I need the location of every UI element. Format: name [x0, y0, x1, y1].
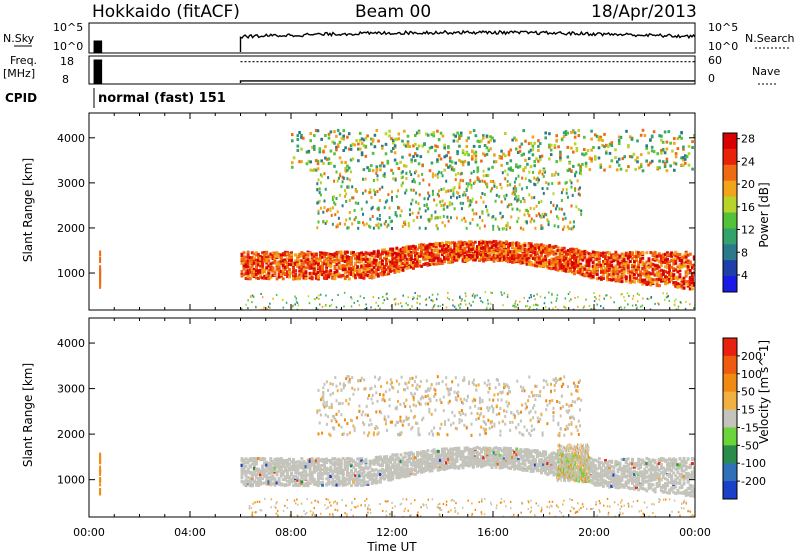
vel-colorbar-label: 200 [741, 350, 762, 363]
freq-trace [239, 80, 695, 83]
vel-ytick-label: 3000 [57, 383, 85, 396]
power-feature-1 [316, 169, 583, 231]
vel-feature-2 [556, 443, 590, 483]
power-echo-field [99, 128, 695, 310]
nsky-trace [239, 29, 696, 52]
vel-colorbar-segment [723, 355, 737, 375]
x-tick-label: 20:00 [578, 526, 610, 539]
freq-tick-bottom: 8 [62, 73, 69, 86]
power-colorbar-frame [722, 132, 738, 293]
vel-ytick-label: 4000 [57, 337, 85, 350]
vel-colorbar-frame [722, 337, 738, 500]
freq-label: Freq. [10, 54, 37, 67]
power-colorbar-label: 16 [741, 201, 755, 214]
velocity-ylabel: Slant Range [km] [21, 363, 35, 467]
freq-tick-top: 18 [60, 55, 74, 68]
beam-label: Beam 00 [355, 2, 431, 22]
x-axis-title: Time UT [366, 540, 417, 554]
vel-colorbar-label: -15 [741, 421, 759, 434]
power-colorbar-label: 4 [741, 269, 748, 282]
power-colorbar-label: 28 [741, 133, 755, 146]
power-colorbar-segment [723, 228, 737, 245]
vel-colorbar-label: 15 [741, 404, 755, 417]
power-colorbar-segment [723, 212, 737, 229]
power-ytick-label: 3000 [57, 177, 85, 190]
cpid-label: CPID [5, 91, 37, 105]
vel-colorbar-segment [723, 391, 737, 411]
power-colorbar-label: Power [dB] [757, 182, 771, 247]
power-ytick-label: 2000 [57, 222, 85, 235]
power-colorbar: 4 8 12 16 20 24 28 [722, 132, 755, 293]
nave-tick-bottom: 0 [708, 72, 715, 85]
vel-ytick-label: 1000 [57, 474, 85, 487]
nsky-label: N.Sky [3, 32, 35, 45]
power-feature-2 [291, 128, 695, 173]
power-colorbar-segment [723, 164, 737, 182]
x-tick-label: 04:00 [174, 526, 206, 539]
power-colorbar-segment [723, 244, 737, 261]
x-tick-label: 00:00 [679, 526, 711, 539]
nsky-tick-bottom: 10^0 [53, 40, 83, 53]
power-colorbar-segment [723, 180, 737, 198]
nsearch-tick-bottom: 10^0 [708, 40, 738, 53]
vel-colorbar-segment [723, 338, 737, 357]
velocity-colorbar: 200 100 50 15 -15 -50 -100 -200 [722, 337, 766, 500]
power-colorbar-label: 20 [741, 178, 755, 191]
power-panel: 1000 2000 3000 4000 [57, 112, 696, 311]
vel-colorbar-label: 100 [741, 368, 762, 381]
power-ytick-label: 4000 [57, 132, 85, 145]
vel-colorbar-segment [723, 427, 737, 446]
x-tick-label: 00:00 [73, 526, 105, 539]
power-colorbar-segment [723, 148, 737, 166]
vel-colorbar-segment [723, 463, 737, 482]
power-ytick-label: 1000 [57, 267, 85, 280]
date-label: 18/Apr/2013 [591, 2, 697, 22]
nsearch-tick-top: 10^5 [708, 21, 738, 34]
vel-colorbar-label: -100 [741, 457, 766, 470]
nsky-tick-top: 10^5 [53, 21, 83, 34]
vel-colorbar-segment [723, 409, 737, 428]
power-colorbar-label: 8 [741, 246, 748, 259]
vel-colorbar-segment [723, 445, 737, 464]
freq-unit: [MHz] [3, 67, 35, 80]
vel-colorbar-segment [723, 481, 737, 500]
vel-feature-1 [316, 375, 583, 438]
station-title: Hokkaido (fitACF) [92, 2, 240, 22]
nave-tick-top: 60 [708, 54, 722, 67]
freq-panel [88, 55, 696, 85]
vel-colorbar-label: 50 [741, 386, 755, 399]
x-tick-label: 16:00 [477, 526, 509, 539]
nsky-panel [88, 22, 696, 54]
x-tick-label: 08:00 [275, 526, 307, 539]
power-colorbar-label: 12 [741, 224, 755, 237]
vel-echo-field [99, 375, 695, 517]
power-colorbar-segment [723, 196, 737, 213]
cpid-value: normal (fast) 151 [98, 91, 226, 106]
power-colorbar-segment [723, 133, 737, 150]
x-tick-label: 12:00 [376, 526, 408, 539]
power-feature-0 [240, 239, 695, 291]
freq-early-spike [93, 59, 103, 84]
vel-colorbar-segment [723, 373, 737, 393]
power-colorbar-label: 24 [741, 155, 755, 168]
power-colorbar-segment [723, 276, 737, 293]
nsky-early-spike [93, 40, 103, 53]
velocity-colorbar-label: Velocity [m s^-1] [757, 340, 771, 444]
velocity-panel: 1000 2000 3000 4000 [57, 317, 696, 518]
vel-feature-0 [240, 446, 695, 498]
x-axis: 00:00 04:00 08:00 12:00 16:00 20:00 00:00 [73, 526, 711, 539]
vel-ytick-label: 2000 [57, 428, 85, 441]
nave-label: Nave [752, 65, 780, 78]
vel-colorbar-label: -50 [741, 439, 759, 452]
power-colorbar-segment [723, 260, 737, 277]
power-ylabel: Slant Range [km] [21, 158, 35, 262]
nsearch-label: N.Search [745, 32, 795, 45]
vel-colorbar-label: -200 [741, 475, 766, 488]
